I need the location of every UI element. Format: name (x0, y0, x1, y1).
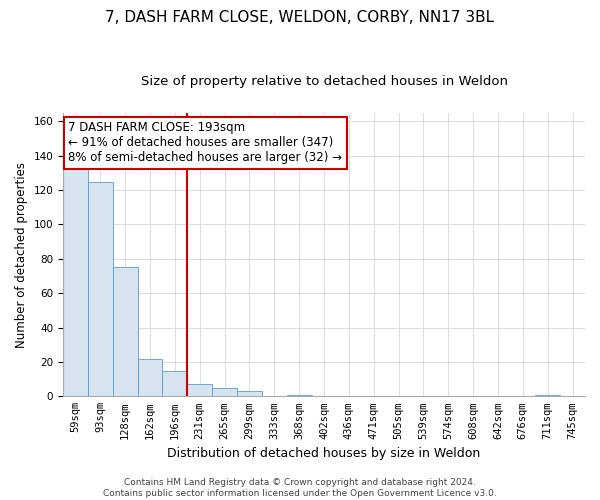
Title: Size of property relative to detached houses in Weldon: Size of property relative to detached ho… (140, 75, 508, 88)
Bar (63, 170, 88, 396)
Bar (88, 182, 113, 396)
Text: Contains HM Land Registry data © Crown copyright and database right 2024.
Contai: Contains HM Land Registry data © Crown c… (103, 478, 497, 498)
Bar (163, 370, 187, 396)
Bar (212, 388, 237, 396)
Text: 7, DASH FARM CLOSE, WELDON, CORBY, NN17 3BL: 7, DASH FARM CLOSE, WELDON, CORBY, NN17 … (106, 10, 494, 25)
Bar (237, 391, 262, 396)
Y-axis label: Number of detached properties: Number of detached properties (15, 162, 28, 348)
Text: 7 DASH FARM CLOSE: 193sqm
← 91% of detached houses are smaller (347)
8% of semi-: 7 DASH FARM CLOSE: 193sqm ← 91% of detac… (68, 122, 342, 164)
Bar (187, 384, 212, 396)
Bar (113, 268, 137, 396)
Bar (287, 394, 311, 396)
Bar (535, 394, 560, 396)
Bar (137, 358, 163, 397)
X-axis label: Distribution of detached houses by size in Weldon: Distribution of detached houses by size … (167, 447, 481, 460)
